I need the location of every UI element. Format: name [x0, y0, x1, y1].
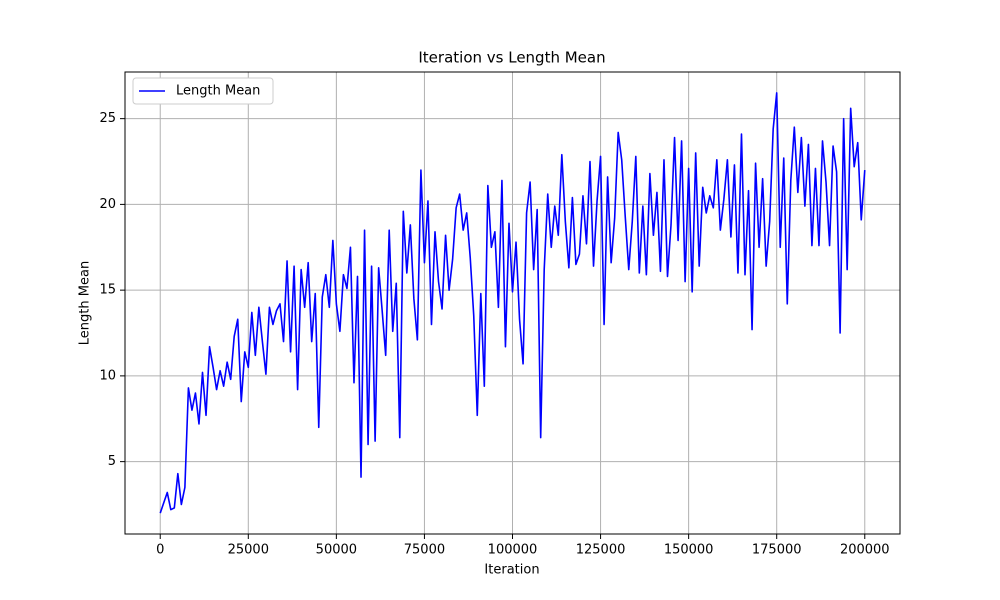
- x-tick-label: 0: [156, 543, 164, 558]
- y-tick-label: 20: [99, 197, 116, 212]
- plot-frame: [124, 71, 901, 535]
- chart-title: Iteration vs Length Mean: [418, 49, 605, 67]
- y-tick-label: 10: [99, 368, 116, 383]
- legend-box: [132, 77, 274, 105]
- x-axis-label: Iteration: [484, 563, 539, 578]
- y-tick-label: 5: [108, 454, 116, 469]
- x-tick-label: 150000: [664, 543, 714, 558]
- x-tick-label: 200000: [840, 543, 890, 558]
- data-line: [159, 92, 866, 514]
- x-tick-label: 100000: [488, 543, 538, 558]
- y-axis-label: Length Mean: [78, 261, 93, 345]
- y-tick-label: 15: [99, 283, 116, 298]
- y-tick-label: 25: [99, 111, 116, 126]
- legend-label: Length Mean: [176, 84, 260, 99]
- x-tick-label: 75000: [404, 543, 445, 558]
- x-tick-label: 25000: [228, 543, 269, 558]
- x-tick-label: 125000: [576, 543, 626, 558]
- x-tick-label: 175000: [752, 543, 802, 558]
- x-tick-label: 50000: [316, 543, 357, 558]
